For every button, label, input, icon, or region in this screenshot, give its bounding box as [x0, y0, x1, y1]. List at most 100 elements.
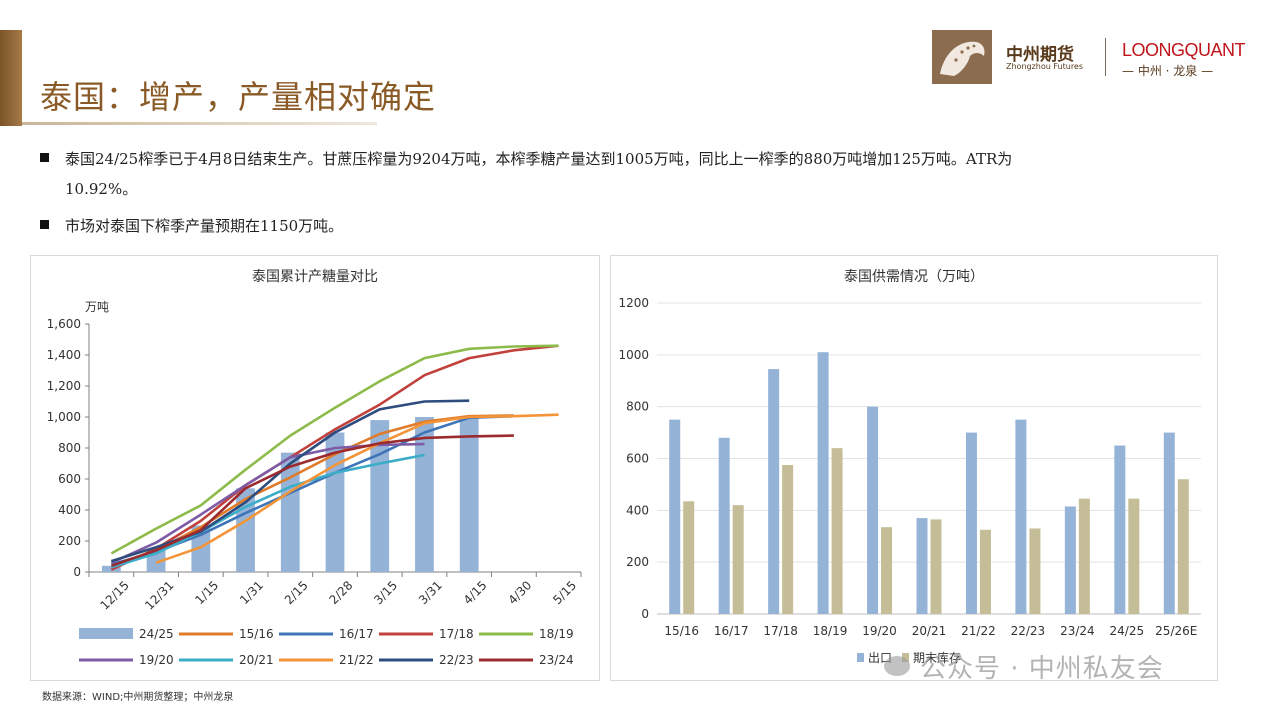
bullet-item: 市场对泰国下榨季产量预期在1150万吨。	[40, 212, 343, 241]
x-tick-label: 15/16	[664, 624, 699, 638]
legend-label: 24/25	[139, 627, 174, 641]
legend-label: 22/23	[439, 653, 474, 667]
cumulative-production-chart-panel: 泰国累计产糖量对比 万吨 0 200 400 600 800 1,000 1,200 1,400 1…	[30, 255, 600, 681]
x-tick-label: 16/17	[714, 624, 749, 638]
y-tick-label: 1,000	[47, 410, 81, 424]
y-tick-label: 800	[58, 441, 81, 455]
bullet-text: 10.92%。	[65, 180, 138, 198]
bar-24-25	[415, 417, 434, 572]
title-accent-bar	[0, 30, 22, 126]
bar-export	[916, 518, 928, 614]
x-tick-label: 17/18	[763, 624, 798, 638]
y-tick-label: 1,200	[47, 379, 81, 393]
y-tick-label: 600	[626, 452, 649, 466]
series-line-17-18	[110, 344, 559, 571]
x-tick-label: 21/22	[961, 624, 996, 638]
bar-export	[768, 369, 780, 614]
watermark: 公众号 · 中州私友会	[884, 648, 1164, 685]
bar-ending-stock	[1128, 498, 1140, 614]
supply-demand-chart: 泰国供需情况（万吨） 0 200 400 600 800 1000 1200 15/16 16/1…	[618, 269, 1201, 665]
wechat-icon	[884, 656, 910, 676]
x-tick-label: 2/28	[327, 578, 356, 607]
legend-swatch	[79, 628, 133, 639]
bar-ending-stock	[979, 529, 991, 614]
legend-label: 19/20	[139, 653, 174, 667]
y-tick-label: 600	[58, 472, 81, 486]
y-tick-label: 200	[58, 534, 81, 548]
y-tick-label: 1,400	[47, 348, 81, 362]
y-tick-label: 1000	[618, 348, 649, 362]
x-tick-label: 12/15	[97, 578, 131, 612]
y-tick-label: 200	[626, 555, 649, 569]
bar-ending-stock	[930, 519, 942, 614]
x-tick-label: 4/30	[505, 578, 534, 607]
bar-24-25	[370, 420, 390, 572]
bar-export	[669, 419, 681, 614]
y-tick-label: 1200	[618, 296, 649, 310]
series-line-22-23	[111, 399, 470, 563]
x-tick-label: 19/20	[862, 624, 897, 638]
x-tick-label: 18/19	[813, 624, 848, 638]
legend-swatch	[857, 653, 864, 662]
legend-label: 15/16	[239, 627, 274, 641]
bar-ending-stock	[1078, 498, 1090, 614]
watermark-text: 公众号 · 中州私友会	[920, 654, 1164, 684]
data-source-note: 数据来源：WIND;中州期货整理；中州龙泉	[42, 692, 234, 703]
y-tick-label: 1,600	[47, 317, 81, 331]
x-tick-label: 24/25	[1110, 624, 1145, 638]
y-tick-label: 0	[641, 607, 649, 621]
x-tick-label: 3/15	[371, 578, 400, 607]
bar-export	[965, 432, 977, 614]
y-tick-label: 400	[58, 503, 81, 517]
x-tick-label: 1/31	[237, 578, 266, 607]
supply-demand-chart-panel: 泰国供需情况（万吨） 0 200 400 600 800 1000 1200 15/16 16/1…	[610, 255, 1218, 681]
bullet-text: 泰国24/25榨季已于4月8日结束生产。甘蔗压榨量为9204万吨，本榨季糖产量达…	[65, 150, 1013, 168]
x-tick-label: 20/21	[912, 624, 947, 638]
bar-export	[718, 437, 730, 614]
bar-ending-stock	[831, 448, 843, 614]
page-title: 泰国：增产，产量相对确定	[40, 78, 437, 116]
company-name-cn: 中州期货	[1006, 45, 1074, 65]
x-tick-label: 4/15	[461, 578, 490, 607]
x-tick-label: 1/15	[192, 578, 221, 607]
bar-ending-stock	[683, 501, 695, 614]
chart-title: 泰国累计产糖量对比	[252, 269, 378, 285]
bar-ending-stock	[782, 464, 794, 614]
chart-title: 泰国供需情况（万吨）	[844, 269, 984, 285]
x-tick-label: 3/31	[416, 578, 445, 607]
x-tick-label: 2/15	[282, 578, 311, 607]
legend-label: 17/18	[439, 627, 474, 641]
series-line-20-21	[111, 453, 425, 569]
bar-ending-stock	[881, 527, 893, 614]
x-tick-label: 12/31	[142, 578, 176, 612]
partner-logo-name: LOONGQUANT	[1122, 40, 1246, 60]
series-line-18-19	[110, 344, 559, 555]
series-line-23-24	[110, 434, 514, 568]
legend-label: 23/24	[539, 653, 574, 667]
bar-export	[1163, 432, 1175, 614]
zhongzhou-logo-icon	[932, 30, 992, 84]
x-tick-label: 22/23	[1011, 624, 1046, 638]
bar-export	[1064, 506, 1076, 614]
legend-label: 期末库存	[913, 650, 961, 665]
legend-label: 20/21	[239, 653, 274, 667]
bar-24-25	[459, 416, 479, 572]
bullet-square-icon	[40, 220, 49, 229]
bar-export	[867, 406, 879, 614]
legend-label: 18/19	[539, 627, 574, 641]
x-tick-label: 25/26E	[1155, 624, 1197, 638]
company-name-en: Zhongzhou Futures	[1006, 62, 1084, 71]
logo-divider	[1105, 38, 1106, 76]
bullet-text: 市场对泰国下榨季产量预期在1150万吨。	[65, 217, 344, 235]
y-tick-label: 400	[626, 503, 649, 517]
bar-ending-stock	[1177, 479, 1189, 614]
title-underline	[22, 122, 377, 125]
series-line-21-22	[155, 413, 559, 564]
partner-logo-sub: — 中州 · 龙泉 —	[1122, 64, 1214, 78]
y-axis-label: 万吨	[85, 300, 109, 314]
bar-export	[1114, 445, 1126, 614]
legend-label: 21/22	[339, 653, 374, 667]
bullet-square-icon	[40, 153, 49, 162]
x-tick-label: 5/15	[550, 578, 579, 607]
